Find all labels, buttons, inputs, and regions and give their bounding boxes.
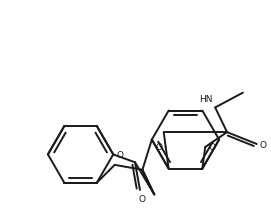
Text: HN: HN xyxy=(199,95,212,105)
Text: O: O xyxy=(117,151,124,160)
Text: O: O xyxy=(156,143,163,152)
Text: O: O xyxy=(260,141,267,150)
Text: O: O xyxy=(208,143,215,152)
Text: O: O xyxy=(138,195,146,204)
